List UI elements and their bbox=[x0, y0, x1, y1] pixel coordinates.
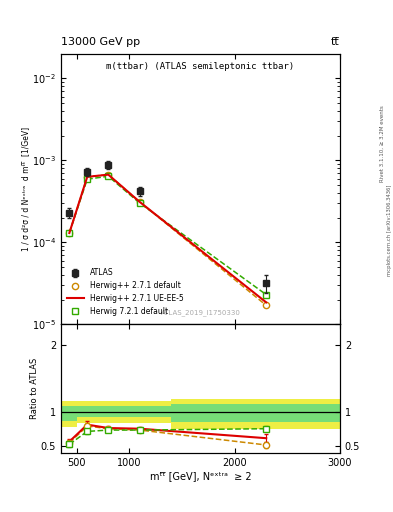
Line: Herwig++ 2.7.1 UE-EE-5: Herwig++ 2.7.1 UE-EE-5 bbox=[69, 175, 266, 303]
Text: m(ttbar) (ATLAS semileptonic ttbar): m(ttbar) (ATLAS semileptonic ttbar) bbox=[107, 62, 294, 71]
Text: ATLAS_2019_I1750330: ATLAS_2019_I1750330 bbox=[160, 309, 241, 316]
Herwig 7.2.1 default bbox=[106, 173, 111, 179]
Line: Herwig 7.2.1 default: Herwig 7.2.1 default bbox=[66, 173, 269, 298]
Herwig++ 2.7.1 UE-EE-5 bbox=[106, 172, 111, 178]
Herwig 7.2.1 default bbox=[85, 176, 90, 182]
Herwig 7.2.1 default bbox=[264, 291, 268, 297]
Herwig++ 2.7.1 default bbox=[264, 302, 268, 308]
Herwig++ 2.7.1 UE-EE-5 bbox=[138, 199, 142, 205]
Text: 13000 GeV pp: 13000 GeV pp bbox=[61, 37, 140, 47]
Herwig++ 2.7.1 default bbox=[67, 230, 72, 236]
X-axis label: mᵗᵗ̅ [GeV], Nᵉˣᵗʳᵃ  ≥ 2: mᵗᵗ̅ [GeV], Nᵉˣᵗʳᵃ ≥ 2 bbox=[150, 471, 251, 481]
Herwig 7.2.1 default bbox=[138, 200, 142, 206]
Text: mcplots.cern.ch [arXiv:1306.3436]: mcplots.cern.ch [arXiv:1306.3436] bbox=[387, 185, 391, 276]
Legend: ATLAS, Herwig++ 2.7.1 default, Herwig++ 2.7.1 UE-EE-5, Herwig 7.2.1 default: ATLAS, Herwig++ 2.7.1 default, Herwig++ … bbox=[64, 265, 187, 319]
Y-axis label: 1 / σ d²σ / d Nᵉˣᵗʳᵃ  d mᵗᵗ̅  [1/GeV]: 1 / σ d²σ / d Nᵉˣᵗʳᵃ d mᵗᵗ̅ [1/GeV] bbox=[22, 127, 31, 251]
Text: Rivet 3.1.10, ≥ 3.2M events: Rivet 3.1.10, ≥ 3.2M events bbox=[380, 105, 384, 182]
Herwig++ 2.7.1 default bbox=[106, 172, 111, 178]
Text: tt̅: tt̅ bbox=[331, 37, 340, 47]
Herwig++ 2.7.1 UE-EE-5 bbox=[85, 174, 90, 180]
Herwig++ 2.7.1 default bbox=[138, 199, 142, 205]
Line: Herwig++ 2.7.1 default: Herwig++ 2.7.1 default bbox=[66, 172, 269, 309]
Y-axis label: Ratio to ATLAS: Ratio to ATLAS bbox=[30, 358, 39, 419]
Herwig++ 2.7.1 UE-EE-5 bbox=[264, 300, 268, 306]
Herwig++ 2.7.1 default bbox=[85, 174, 90, 180]
Herwig++ 2.7.1 UE-EE-5 bbox=[67, 230, 72, 236]
Herwig 7.2.1 default bbox=[67, 230, 72, 236]
